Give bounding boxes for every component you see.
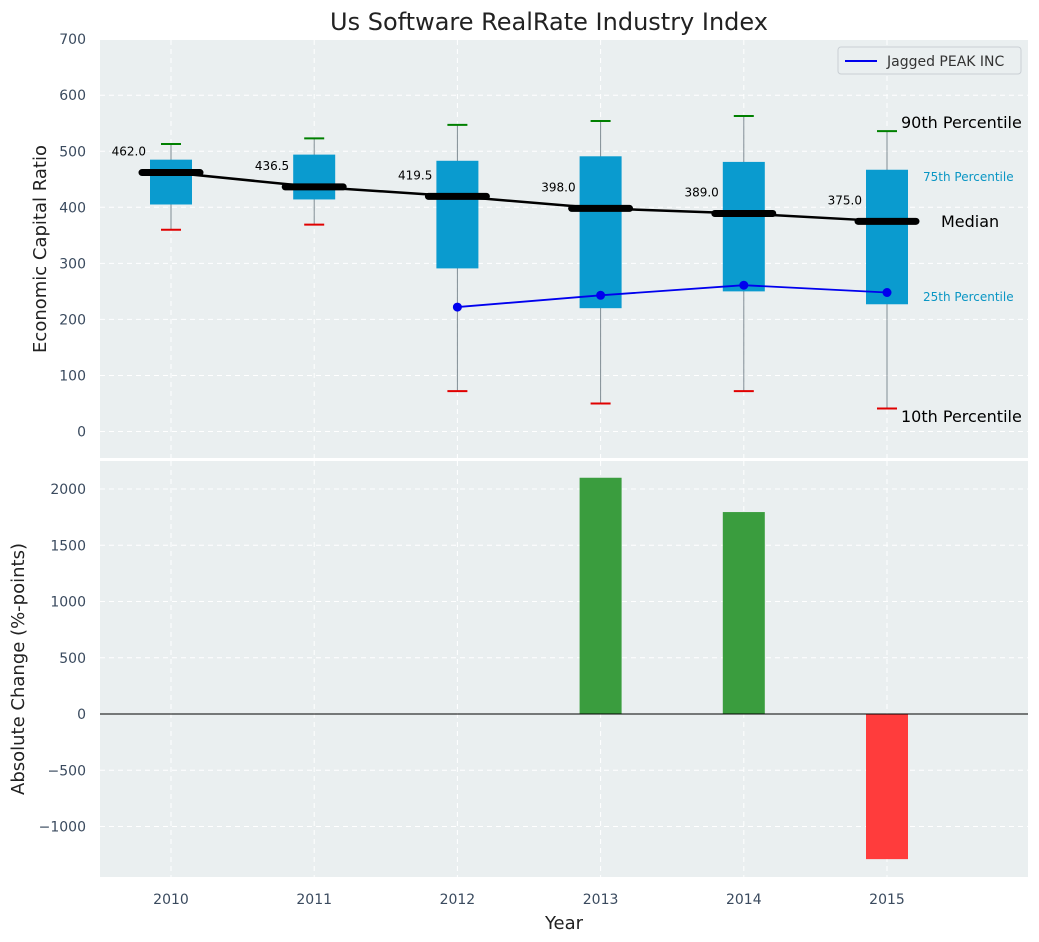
iqr-box: [579, 156, 622, 309]
top-y-tick-label: 0: [77, 425, 86, 441]
median-value-label: 375.0: [828, 193, 862, 207]
median-trend: 462.0 436.5 419.5 398.0 389.0 375.0: [112, 145, 920, 225]
company-series: [452, 280, 892, 312]
series-point: [596, 290, 606, 300]
top-y-ticks: 0 100 200 300 400 500 600 700: [59, 32, 86, 440]
legend: Jagged PEAK INC: [837, 46, 1022, 75]
median-value-label: 389.0: [684, 185, 718, 199]
median-value-label: 462.0: [112, 145, 146, 159]
change-bar: [866, 714, 908, 860]
bottom-y-tick-label: −1000: [39, 820, 86, 836]
bottom-y-tick-label: 1000: [50, 595, 86, 611]
chart-title: Us Software RealRate Industry Index: [330, 8, 768, 36]
change-bar: [579, 477, 622, 714]
top-y-tick-label: 500: [59, 144, 86, 160]
change-bar: [722, 512, 765, 714]
legend-label: Jagged PEAK INC: [886, 54, 1005, 70]
box-plot-group: [150, 114, 908, 410]
series-line: [457, 284, 888, 308]
median-value-label: 436.5: [255, 159, 289, 173]
iqr-box: [293, 154, 336, 200]
x-tick-label: 2015: [869, 892, 905, 908]
bottom-y-tick-label: 0: [77, 707, 86, 723]
p75-annotation: 75th Percentile: [923, 170, 1014, 184]
x-tick-label: 2011: [296, 892, 332, 908]
p10-annotation: 10th Percentile: [901, 407, 1022, 426]
iqr-box: [150, 159, 192, 205]
top-y-tick-label: 700: [59, 32, 86, 48]
top-y-tick-label: 400: [59, 200, 86, 216]
median-value-label: 419.5: [398, 168, 432, 182]
x-tick-label: 2012: [440, 892, 476, 908]
iqr-box: [436, 160, 479, 269]
bottom-y-axis-label: Absolute Change (%-points): [8, 543, 29, 795]
x-tick-label: 2014: [726, 892, 762, 908]
bottom-y-tick-label: 2000: [50, 482, 86, 498]
bottom-y-tick-label: 1500: [50, 538, 86, 554]
top-y-axis-label: Economic Capital Ratio: [30, 145, 51, 353]
median-value-label: 398.0: [541, 180, 575, 194]
x-tick-label: 2013: [583, 892, 619, 908]
bottom-y-ticks: −1000 −500 0 500 1000 1500 2000: [39, 482, 86, 836]
p90-annotation: 90th Percentile: [901, 113, 1022, 132]
series-point: [739, 280, 749, 290]
top-y-tick-label: 600: [59, 88, 86, 104]
bottom-y-tick-label: 500: [59, 651, 86, 667]
legend-box: [837, 46, 1022, 75]
iqr-box: [866, 169, 908, 305]
top-y-tick-label: 100: [59, 368, 86, 384]
change-bars: [579, 477, 908, 860]
median-annotation: Median: [941, 212, 999, 231]
top-y-tick-label: 300: [59, 256, 86, 272]
x-ticks: 2010 2011 2012 2013 2014 2015: [153, 892, 905, 908]
top-y-tick-label: 200: [59, 312, 86, 328]
series-point: [452, 302, 462, 312]
x-axis-label: Year: [544, 913, 584, 934]
x-tick-label: 2010: [153, 892, 189, 908]
bottom-y-tick-label: −500: [48, 763, 86, 779]
series-point: [882, 287, 892, 297]
iqr-box: [722, 161, 765, 292]
p25-annotation: 25th Percentile: [923, 290, 1014, 304]
